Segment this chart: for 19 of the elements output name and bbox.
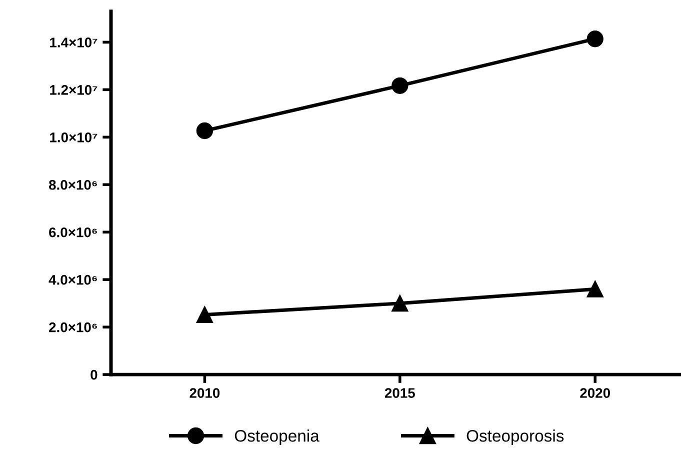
point bbox=[196, 122, 214, 140]
x-tick-label: 2020 bbox=[580, 388, 610, 398]
y-tick-label: 2.0×10⁶ bbox=[49, 322, 97, 332]
y-tick-label: 1.2×10⁷ bbox=[50, 85, 98, 95]
y-tick-label: 6.0×10⁶ bbox=[49, 227, 97, 238]
legend-label: Osteopenia bbox=[234, 430, 320, 446]
x-tick-label: 2015 bbox=[384, 388, 415, 398]
y-tick-label: 4.0×10⁶ bbox=[48, 274, 97, 285]
point bbox=[586, 280, 604, 298]
y-tick-label: 8.0×10⁶ bbox=[48, 180, 97, 190]
y-tick-label: 1.0×10⁷ bbox=[50, 132, 98, 142]
point bbox=[196, 306, 214, 324]
y-tick-label: 0 bbox=[90, 370, 98, 380]
legend-label: Osteoporosis bbox=[466, 430, 564, 446]
point bbox=[392, 295, 408, 312]
x-tick-label: 2010 bbox=[190, 388, 220, 398]
point bbox=[392, 77, 408, 94]
y-tick-label: 1.4×10⁷ bbox=[50, 38, 98, 48]
point bbox=[586, 30, 604, 48]
